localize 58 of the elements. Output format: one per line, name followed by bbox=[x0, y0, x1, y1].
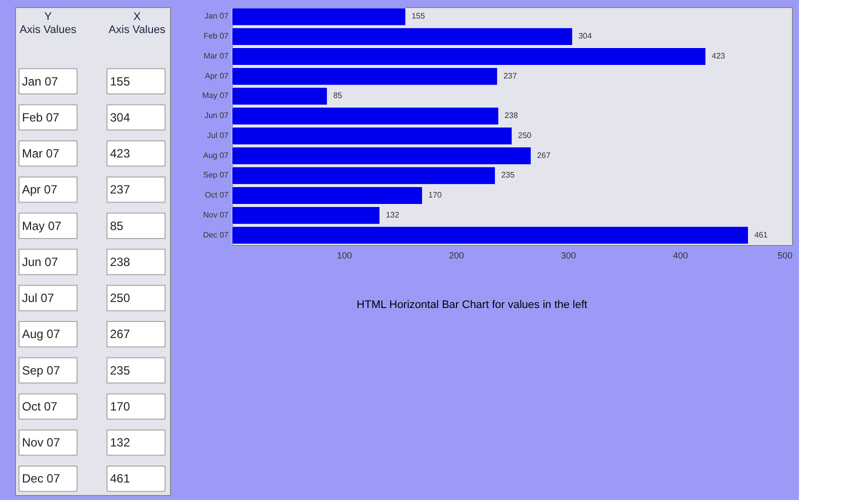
text: Oct 07 bbox=[22, 399, 58, 414]
text: Y Axis Values bbox=[20, 11, 77, 36]
data-label: 238 bbox=[504, 111, 518, 120]
y-tick-label: Aug 07 bbox=[203, 150, 230, 160]
bar bbox=[232, 186, 423, 205]
data-label: 304 bbox=[578, 32, 592, 41]
y-tick-label: Mar 07 bbox=[204, 51, 230, 60]
data-label: 267 bbox=[537, 150, 551, 160]
x-tick-label: 300 bbox=[560, 250, 576, 260]
text: Sep 07 bbox=[22, 363, 60, 378]
x-tick-label: 200 bbox=[448, 250, 464, 260]
y-tick-label: Dec 07 bbox=[203, 230, 230, 240]
x-tick-label: 500 bbox=[777, 250, 792, 260]
text: Jul 07 bbox=[22, 291, 54, 306]
y-tick-label: May 07 bbox=[202, 91, 230, 100]
text: Mar 07 bbox=[22, 146, 60, 161]
y-tick-label: Nov 07 bbox=[203, 210, 230, 220]
text: 238 bbox=[110, 254, 130, 269]
data-label: 235 bbox=[501, 170, 516, 180]
data-label: 237 bbox=[503, 71, 518, 80]
bar bbox=[232, 47, 706, 66]
text: 237 bbox=[110, 182, 130, 197]
y-tick-label: Apr 07 bbox=[204, 71, 230, 80]
x-tick-label: 400 bbox=[672, 250, 688, 260]
text: 423 bbox=[110, 146, 130, 161]
text: 250 bbox=[110, 291, 130, 306]
text: 85 bbox=[110, 218, 124, 233]
y-tick-label: Feb 07 bbox=[204, 32, 230, 41]
text: 132 bbox=[110, 436, 130, 450]
text: Dec 07 bbox=[22, 472, 60, 486]
data-label: 250 bbox=[518, 130, 532, 140]
y-tick-label: Oct 07 bbox=[204, 190, 230, 200]
y-tick-label: Sep 07 bbox=[203, 170, 230, 180]
text: Aug 07 bbox=[22, 327, 60, 342]
text: X Axis Values bbox=[108, 11, 166, 36]
data-label: 423 bbox=[712, 51, 726, 60]
x-tick-label: 100 bbox=[336, 250, 352, 260]
text: Apr 07 bbox=[22, 182, 58, 197]
data-label: 170 bbox=[428, 190, 442, 200]
text: HTML Horizontal Bar Chart for values in the left bbox=[356, 299, 588, 311]
data-label: 461 bbox=[754, 230, 768, 240]
data-label: 85 bbox=[333, 91, 343, 100]
y-tick-label: Jul 07 bbox=[207, 130, 230, 140]
text: 235 bbox=[110, 363, 130, 378]
text: May 07 bbox=[22, 218, 62, 233]
data-label: 132 bbox=[386, 210, 400, 220]
y-tick-label: Jan 07 bbox=[204, 12, 230, 21]
y-tick-label: Jun 07 bbox=[204, 111, 230, 120]
text: Jun 07 bbox=[22, 254, 58, 269]
data-label: 155 bbox=[412, 12, 426, 21]
text: Feb 07 bbox=[22, 110, 60, 124]
text: 155 bbox=[110, 74, 130, 88]
text: Jan 07 bbox=[22, 74, 58, 88]
text: 304 bbox=[110, 110, 130, 124]
text: 170 bbox=[110, 399, 130, 414]
text: Nov 07 bbox=[22, 436, 60, 450]
text: 461 bbox=[110, 472, 130, 486]
text: 267 bbox=[110, 327, 130, 342]
